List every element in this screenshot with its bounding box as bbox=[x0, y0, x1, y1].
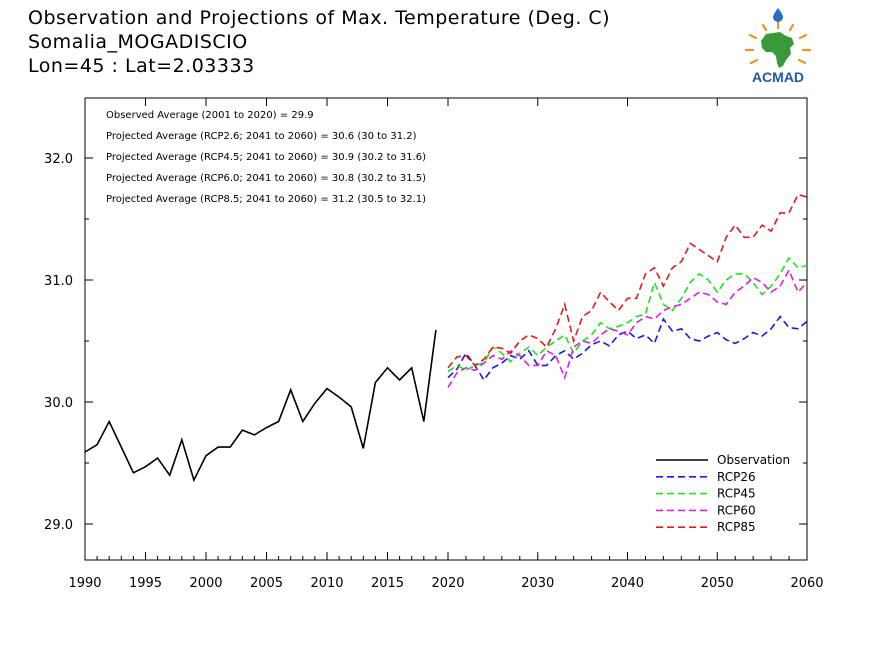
chart-title-block: Observation and Projections of Max. Temp… bbox=[28, 6, 610, 78]
x-tick-label: 2010 bbox=[310, 576, 343, 591]
x-tick-label: 2030 bbox=[521, 576, 554, 591]
series-lines bbox=[84, 193, 808, 483]
water-drop-icon bbox=[773, 8, 783, 22]
africa-map-icon bbox=[761, 32, 794, 68]
series-line-rcp45 bbox=[447, 256, 808, 373]
chart-coordinates: Lon=45 : Lat=2.03333 bbox=[28, 55, 255, 77]
x-tick-label: 1995 bbox=[129, 576, 162, 591]
legend-label-rcp60: RCP60 bbox=[717, 503, 756, 517]
chart-location: Somalia_MOGADISCIO bbox=[28, 31, 248, 53]
series-line-rcp26 bbox=[447, 315, 808, 382]
y-tick-label: 31.0 bbox=[44, 274, 73, 289]
acmad-logo-text: ACMAD bbox=[752, 69, 804, 85]
x-tick-label: 2015 bbox=[371, 576, 404, 591]
x-tick-label: 2060 bbox=[790, 576, 823, 591]
series-line-rcp85 bbox=[447, 193, 808, 369]
annotation-line: Observed Average (2001 to 2020) = 29.9 bbox=[106, 110, 314, 121]
x-tick-label: 2005 bbox=[250, 576, 283, 591]
x-tick-label: 2020 bbox=[431, 576, 464, 591]
y-tick-label: 32.0 bbox=[44, 152, 73, 167]
legend: Observation RCP26 RCP45 RCP60 RCP85 bbox=[656, 453, 790, 534]
x-tick-label: 2050 bbox=[701, 576, 734, 591]
x-tick-label: 2000 bbox=[189, 576, 222, 591]
y-axis: 29.0 30.0 31.0 32.0 bbox=[44, 152, 807, 533]
legend-label-rcp85: RCP85 bbox=[717, 520, 756, 534]
legend-label-observation: Observation bbox=[717, 453, 790, 467]
chart-title: Observation and Projections of Max. Temp… bbox=[28, 7, 611, 29]
legend-label-rcp26: RCP26 bbox=[717, 470, 756, 484]
annotation-line: Projected Average (RCP8.5; 2041 to 2060)… bbox=[106, 194, 426, 205]
y-tick-label: 29.0 bbox=[44, 518, 73, 533]
legend-label-rcp45: RCP45 bbox=[717, 487, 756, 501]
annotation-line: Projected Average (RCP4.5; 2041 to 2060)… bbox=[106, 152, 426, 163]
series-line-rcp60 bbox=[447, 268, 808, 388]
annotation-line: Projected Average (RCP2.6; 2041 to 2060)… bbox=[106, 131, 417, 142]
annotation-line: Projected Average (RCP6.0; 2041 to 2060)… bbox=[106, 173, 426, 184]
annotation-block: Observed Average (2001 to 2020) = 29.9 Pr… bbox=[106, 110, 426, 205]
x-axis: 1990 1995 2000 2005 2010 2015 2020 2030 2040 2050… bbox=[68, 98, 824, 591]
acmad-logo: ACMAD bbox=[744, 8, 812, 85]
sun-rays-icon bbox=[744, 20, 812, 65]
x-tick-label: 1990 bbox=[68, 576, 101, 591]
x-tick-label: 2040 bbox=[611, 576, 644, 591]
series-line-observation bbox=[84, 329, 437, 483]
plot-frame bbox=[84, 97, 808, 561]
y-tick-label: 30.0 bbox=[44, 396, 73, 411]
